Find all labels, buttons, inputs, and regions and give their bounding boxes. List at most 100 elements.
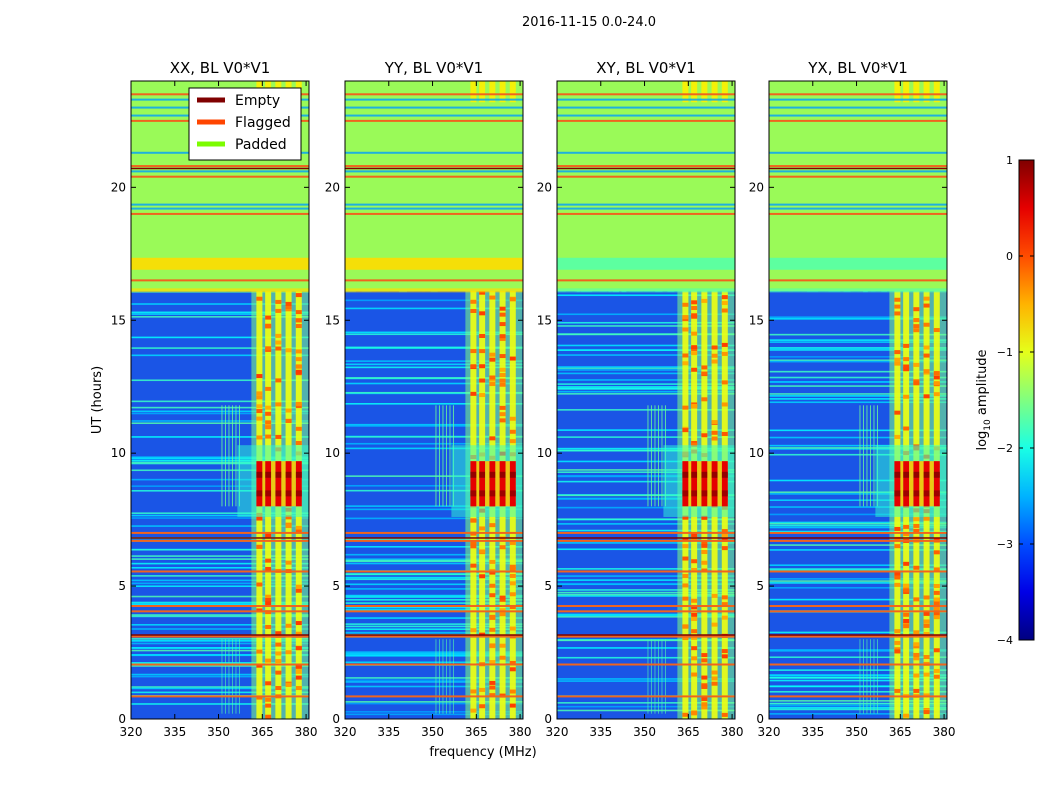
x-tick-label: 350 [207, 725, 230, 739]
flagged-row [769, 531, 947, 534]
flagged-row [769, 279, 947, 282]
flagged-row [345, 570, 523, 573]
y-tick-label: 10 [749, 446, 764, 460]
y-tick-label: 15 [111, 313, 126, 327]
flagged-row [345, 279, 523, 282]
flagged-row [769, 93, 947, 96]
flagged-row [769, 212, 947, 215]
flagged-row [345, 635, 523, 638]
colorbar-tick-label: −1 [997, 346, 1013, 359]
flagged-row [131, 663, 309, 666]
x-tick-label: 380 [933, 725, 956, 739]
flagged-row [345, 93, 523, 96]
heatmap-cells [557, 81, 735, 719]
colorbar-gradient [1018, 159, 1035, 641]
y-axis-label: UT (hours) [90, 366, 105, 434]
panel-frame [344, 80, 524, 720]
colorbar-tick-label: 0 [1006, 250, 1013, 263]
empty-row [769, 167, 947, 170]
x-tick-label: 365 [889, 725, 912, 739]
legend-label-flagged: Flagged [235, 115, 291, 131]
x-tick-label: 380 [721, 725, 744, 739]
flagged-row [557, 605, 735, 608]
empty-row [769, 634, 947, 636]
colorbar: −4 −3 −2 −1 0 1 log10 amplitude [975, 154, 1035, 647]
flagged-row [345, 212, 523, 215]
flagged-row [131, 570, 309, 573]
legend-label-padded: Padded [235, 137, 287, 153]
flagged-row [769, 635, 947, 638]
flagged-row [345, 610, 523, 613]
flagged-row [769, 605, 947, 608]
flagged-row [769, 695, 947, 698]
y-tick-label: 5 [332, 579, 340, 593]
flagged-row [345, 165, 523, 168]
flagged-row [769, 539, 947, 542]
panel-frame [130, 80, 310, 720]
flagged-row [345, 539, 523, 542]
y-tick-label: 10 [325, 446, 340, 460]
empty-row [557, 167, 735, 170]
y-tick-label: 5 [544, 579, 552, 593]
flagged-row [769, 610, 947, 613]
empty-row [131, 634, 309, 636]
panel-frame [556, 80, 736, 720]
y-tick-label: 10 [111, 446, 126, 460]
flagged-row [769, 175, 947, 178]
y-tick-label: 15 [537, 313, 552, 327]
x-tick-label: 335 [801, 725, 824, 739]
x-tick-label: 350 [845, 725, 868, 739]
flagged-row [557, 119, 735, 122]
x-tick-label: 350 [633, 725, 656, 739]
y-tick-label: 20 [537, 180, 552, 194]
x-tick-label: 350 [421, 725, 444, 739]
flagged-row [345, 695, 523, 698]
panel-yx: YX, BL V0*V1 320 335 350 365 380 0 5 10 15 20 [749, 59, 956, 739]
flagged-row [557, 93, 735, 96]
x-tick-label: 335 [163, 725, 186, 739]
y-tick-label: 0 [544, 712, 552, 726]
panel-frame [768, 80, 948, 720]
flagged-row [131, 279, 309, 282]
x-tick-label: 335 [377, 725, 400, 739]
empty-row [769, 537, 947, 539]
x-tick-label: 320 [546, 725, 569, 739]
colorbar-tick-label: −4 [997, 634, 1013, 647]
y-tick-label: 0 [118, 712, 126, 726]
flagged-row [557, 165, 735, 168]
x-tick-label: 380 [509, 725, 532, 739]
suptitle: 2016-11-15 0.0-24.0 [522, 15, 656, 30]
y-tick-label: 0 [756, 712, 764, 726]
empty-row [345, 167, 523, 170]
panel-title: YX, BL V0*V1 [807, 59, 908, 77]
y-tick-label: 5 [756, 579, 764, 593]
x-axis-label: frequency (MHz) [429, 745, 536, 760]
flagged-row [557, 175, 735, 178]
empty-row [131, 537, 309, 539]
empty-row [557, 634, 735, 636]
panel-xy: XY, BL V0*V1 320 335 350 365 380 0 5 10 15 20 [537, 59, 744, 739]
flagged-row [345, 605, 523, 608]
flagged-row [557, 635, 735, 638]
y-tick-label: 5 [118, 579, 126, 593]
y-tick-label: 20 [111, 180, 126, 194]
flagged-row [769, 663, 947, 666]
flagged-row [557, 279, 735, 282]
panel-title: XX, BL V0*V1 [170, 59, 271, 77]
flagged-row [557, 212, 735, 215]
empty-row [557, 537, 735, 539]
flagged-row [557, 531, 735, 534]
flagged-row [131, 695, 309, 698]
heatmap-cells [131, 81, 309, 719]
x-tick-label: 380 [295, 725, 318, 739]
flagged-row [345, 663, 523, 666]
empty-row [345, 537, 523, 539]
panel-title: XY, BL V0*V1 [596, 59, 696, 77]
panel-xx: XX, BL V0*V1 320 335 350 365 380 0 5 10 15 20 [111, 59, 318, 739]
flagged-row [557, 695, 735, 698]
panel-title: YY, BL V0*V1 [384, 59, 483, 77]
legend: Empty Flagged Padded [188, 87, 302, 161]
flagged-row [345, 531, 523, 534]
y-tick-label: 15 [325, 313, 340, 327]
